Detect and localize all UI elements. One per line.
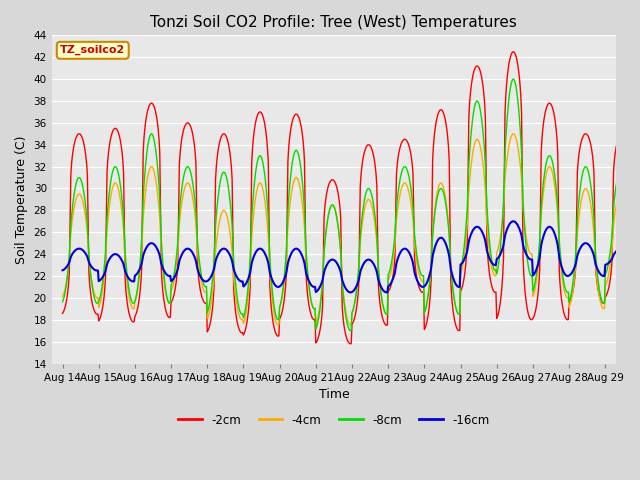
- -4cm: [233, 301, 241, 307]
- -2cm: [347, 341, 355, 347]
- Line: -2cm: -2cm: [63, 52, 640, 344]
- -4cm: [445, 220, 452, 226]
- -16cm: [262, 252, 269, 257]
- -16cm: [347, 289, 355, 295]
- Line: -4cm: -4cm: [63, 134, 640, 325]
- Line: -16cm: -16cm: [63, 221, 640, 292]
- -8cm: [233, 290, 241, 296]
- -16cm: [127, 277, 134, 283]
- -16cm: [233, 274, 241, 279]
- -4cm: [637, 284, 640, 289]
- -2cm: [445, 144, 452, 149]
- -8cm: [347, 328, 355, 334]
- -16cm: [59, 267, 67, 273]
- -4cm: [59, 294, 67, 300]
- -2cm: [262, 124, 269, 130]
- -8cm: [445, 224, 452, 230]
- -4cm: [284, 225, 292, 230]
- Title: Tonzi Soil CO2 Profile: Tree (West) Temperatures: Tonzi Soil CO2 Profile: Tree (West) Temp…: [150, 15, 517, 30]
- -4cm: [275, 323, 282, 328]
- -4cm: [262, 201, 269, 207]
- -8cm: [509, 76, 517, 82]
- -2cm: [284, 214, 291, 220]
- -2cm: [412, 270, 420, 276]
- -16cm: [284, 265, 291, 271]
- -2cm: [59, 311, 67, 316]
- -16cm: [412, 275, 420, 280]
- Line: -8cm: -8cm: [63, 79, 640, 331]
- -2cm: [637, 295, 640, 300]
- -8cm: [127, 294, 134, 300]
- -8cm: [262, 177, 269, 182]
- -8cm: [412, 246, 420, 252]
- -2cm: [509, 49, 517, 55]
- X-axis label: Time: Time: [319, 388, 349, 401]
- Text: TZ_soilco2: TZ_soilco2: [60, 45, 125, 56]
- -16cm: [509, 218, 517, 224]
- -8cm: [59, 299, 67, 305]
- -4cm: [127, 300, 134, 306]
- -8cm: [284, 227, 291, 232]
- -4cm: [509, 131, 517, 137]
- Y-axis label: Soil Temperature (C): Soil Temperature (C): [15, 135, 28, 264]
- -4cm: [412, 254, 420, 260]
- -2cm: [233, 316, 241, 322]
- -16cm: [637, 262, 640, 268]
- -2cm: [127, 315, 134, 321]
- -8cm: [637, 273, 640, 278]
- -16cm: [445, 250, 452, 256]
- Legend: -2cm, -4cm, -8cm, -16cm: -2cm, -4cm, -8cm, -16cm: [173, 409, 495, 431]
